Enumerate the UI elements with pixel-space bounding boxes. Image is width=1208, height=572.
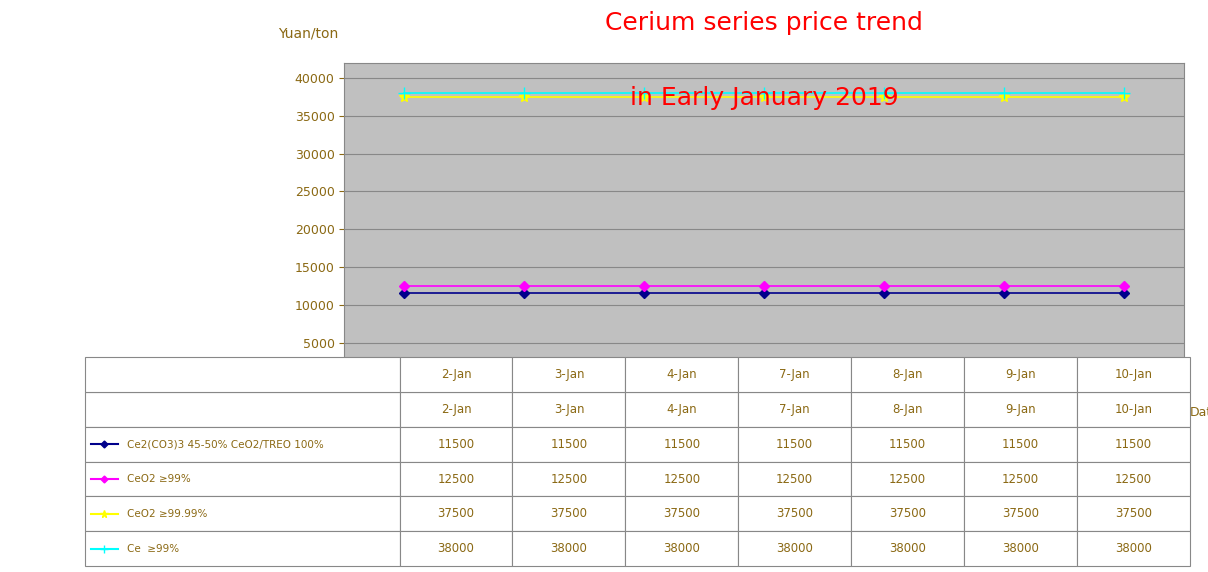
Bar <box>852 462 964 496</box>
Text: 9-Jan: 9-Jan <box>1005 403 1035 416</box>
Text: 3-Jan: 3-Jan <box>553 403 585 416</box>
Text: 3-Jan: 3-Jan <box>553 368 585 381</box>
Bar <box>512 392 626 427</box>
Bar <box>964 496 1078 531</box>
Bar <box>85 531 400 566</box>
Bar <box>400 427 512 462</box>
Bar <box>400 496 512 531</box>
Text: 2-Jan: 2-Jan <box>441 403 471 416</box>
Text: 37500: 37500 <box>889 507 927 521</box>
Text: 10-Jan: 10-Jan <box>1115 403 1152 416</box>
Text: 12500: 12500 <box>551 472 587 486</box>
Text: Cerium series price trend: Cerium series price trend <box>605 11 923 35</box>
Bar <box>964 392 1078 427</box>
Bar <box>964 462 1078 496</box>
Bar <box>852 531 964 566</box>
Text: 38000: 38000 <box>1115 542 1152 555</box>
Text: 38000: 38000 <box>1003 542 1039 555</box>
Text: 12500: 12500 <box>777 472 813 486</box>
Bar <box>512 496 626 531</box>
Text: 11500: 11500 <box>1001 438 1039 451</box>
Text: 9-Jan: 9-Jan <box>1005 368 1035 381</box>
Bar <box>626 357 738 392</box>
Bar <box>852 392 964 427</box>
Bar <box>85 496 400 531</box>
Bar <box>626 496 738 531</box>
Text: 38000: 38000 <box>777 542 813 555</box>
Bar <box>512 531 626 566</box>
Text: 37500: 37500 <box>777 507 813 521</box>
Text: 10-Jan: 10-Jan <box>1115 368 1152 381</box>
Text: Date: Date <box>1190 406 1208 419</box>
Bar <box>1078 531 1190 566</box>
Text: 7-Jan: 7-Jan <box>779 403 811 416</box>
Text: 11500: 11500 <box>551 438 587 451</box>
Text: 38000: 38000 <box>437 542 475 555</box>
Bar <box>1078 462 1190 496</box>
Text: Ce  ≥99%: Ce ≥99% <box>127 544 179 554</box>
Bar <box>400 531 512 566</box>
Bar <box>1078 496 1190 531</box>
Bar <box>85 392 400 427</box>
Bar <box>964 531 1078 566</box>
Text: 38000: 38000 <box>551 542 587 555</box>
Bar <box>512 462 626 496</box>
Bar <box>400 392 512 427</box>
Bar <box>738 462 852 496</box>
Text: 8-Jan: 8-Jan <box>893 368 923 381</box>
Text: 37500: 37500 <box>437 507 475 521</box>
Bar <box>85 357 400 392</box>
Text: Ce2(CO3)3 45-50% CeO2/TREO 100%: Ce2(CO3)3 45-50% CeO2/TREO 100% <box>127 439 324 449</box>
Text: 11500: 11500 <box>889 438 927 451</box>
Text: 12500: 12500 <box>889 472 927 486</box>
Text: Yuan/ton: Yuan/ton <box>278 26 338 40</box>
Bar <box>738 392 852 427</box>
Bar <box>964 357 1078 392</box>
Text: 38000: 38000 <box>663 542 701 555</box>
Bar <box>738 496 852 531</box>
Text: 7-Jan: 7-Jan <box>779 368 811 381</box>
Text: 37500: 37500 <box>1001 507 1039 521</box>
Text: 4-Jan: 4-Jan <box>667 368 697 381</box>
Text: 8-Jan: 8-Jan <box>893 403 923 416</box>
Bar <box>1078 427 1190 462</box>
Bar <box>1078 357 1190 392</box>
Text: 11500: 11500 <box>437 438 475 451</box>
Bar <box>852 496 964 531</box>
Text: 12500: 12500 <box>663 472 701 486</box>
Text: 37500: 37500 <box>1115 507 1152 521</box>
Bar <box>852 427 964 462</box>
Text: 4-Jan: 4-Jan <box>667 403 697 416</box>
Bar <box>738 531 852 566</box>
Text: 12500: 12500 <box>1001 472 1039 486</box>
Bar <box>1078 392 1190 427</box>
Bar <box>738 357 852 392</box>
Bar <box>964 427 1078 462</box>
Text: 11500: 11500 <box>777 438 813 451</box>
Bar <box>626 462 738 496</box>
Bar <box>85 427 400 462</box>
Bar <box>626 531 738 566</box>
Text: in Early January 2019: in Early January 2019 <box>629 86 899 110</box>
Bar <box>626 427 738 462</box>
Text: CeO2 ≥99%: CeO2 ≥99% <box>127 474 191 484</box>
Bar <box>512 427 626 462</box>
Bar <box>85 462 400 496</box>
Text: CeO2 ≥99.99%: CeO2 ≥99.99% <box>127 509 207 519</box>
Text: 38000: 38000 <box>889 542 927 555</box>
Bar <box>626 392 738 427</box>
Text: 11500: 11500 <box>1115 438 1152 451</box>
Text: 12500: 12500 <box>437 472 475 486</box>
Bar <box>400 357 512 392</box>
Text: 2-Jan: 2-Jan <box>441 368 471 381</box>
Text: 37500: 37500 <box>663 507 701 521</box>
Text: 11500: 11500 <box>663 438 701 451</box>
Text: 37500: 37500 <box>551 507 587 521</box>
Bar <box>512 357 626 392</box>
Text: 12500: 12500 <box>1115 472 1152 486</box>
Bar <box>738 427 852 462</box>
Bar <box>400 462 512 496</box>
Bar <box>852 357 964 392</box>
